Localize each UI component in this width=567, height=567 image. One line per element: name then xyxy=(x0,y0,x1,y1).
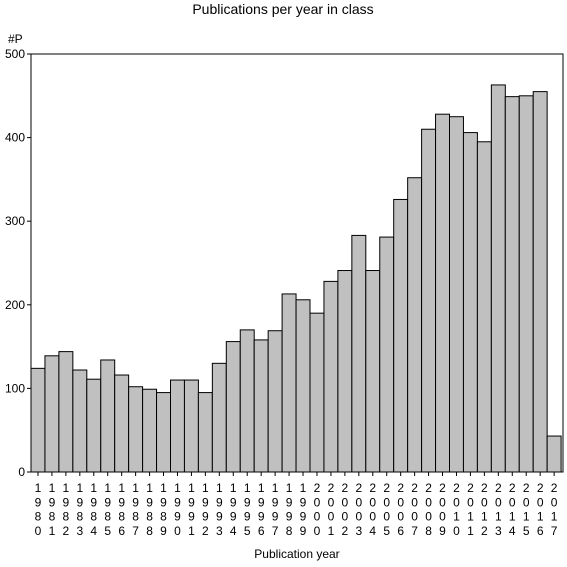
bar-1988 xyxy=(142,388,158,473)
x-axis: 1 9 8 0 1 9 8 1 1 9 8 2 1 9 8 3 1 9 8 4 1 9 8 5 1 9 8 6 1 9 8 7 1 9 8 8 1 9 8 9… xyxy=(35,472,558,538)
bar-2007 xyxy=(407,177,423,473)
y-tick-label: 400 xyxy=(5,131,25,145)
bar-2009 xyxy=(435,113,450,473)
bar-1986 xyxy=(114,374,130,473)
bar-2012 xyxy=(476,141,492,473)
bars-group xyxy=(30,84,562,473)
chart-title: Publications per year in class xyxy=(192,1,373,17)
bar-2010 xyxy=(449,116,464,473)
bar-1991 xyxy=(183,379,199,473)
y-axis: 0 100 200 300 400 500 xyxy=(5,47,31,479)
bar-2003 xyxy=(351,234,367,473)
bar-2002 xyxy=(337,270,353,473)
bar-1999 xyxy=(295,299,311,473)
bar-2001 xyxy=(323,280,339,473)
y-axis-label: #P xyxy=(8,32,23,46)
y-tick-label: 0 xyxy=(18,465,25,479)
bar-1997 xyxy=(267,330,283,473)
bar-2006 xyxy=(393,198,409,473)
bar-2000 xyxy=(309,312,325,473)
bar-1984 xyxy=(86,378,102,473)
bar-1992 xyxy=(197,392,213,473)
bar-1987 xyxy=(128,386,144,473)
y-tick-label: 100 xyxy=(5,381,25,395)
bar-1995 xyxy=(239,329,255,473)
bar-1982 xyxy=(58,351,74,473)
bar-1990 xyxy=(170,379,185,473)
y-tick-label: 500 xyxy=(5,47,25,61)
bar-2015 xyxy=(518,95,534,473)
bar-1989 xyxy=(156,392,172,473)
bar-2017 xyxy=(546,435,562,473)
bar-2005 xyxy=(379,236,395,473)
bar-2014 xyxy=(504,96,520,473)
bar-2011 xyxy=(462,132,478,473)
bar-1996 xyxy=(253,339,269,473)
bar-2016 xyxy=(532,91,548,473)
bar-2008 xyxy=(421,128,437,473)
y-tick-label: 200 xyxy=(5,298,25,312)
bar-1980 xyxy=(30,367,46,473)
bar-1993 xyxy=(211,362,227,473)
x-axis-label: Publication year xyxy=(254,547,339,561)
bar-1998 xyxy=(281,293,297,473)
y-tick-label: 300 xyxy=(5,214,25,228)
bar-1994 xyxy=(225,341,241,473)
bar-1981 xyxy=(44,355,60,473)
bar-2004 xyxy=(365,270,381,473)
bar-1985 xyxy=(100,359,116,473)
bar-2013 xyxy=(490,84,506,473)
plot-frame xyxy=(30,53,564,473)
bar-1983 xyxy=(72,369,88,473)
